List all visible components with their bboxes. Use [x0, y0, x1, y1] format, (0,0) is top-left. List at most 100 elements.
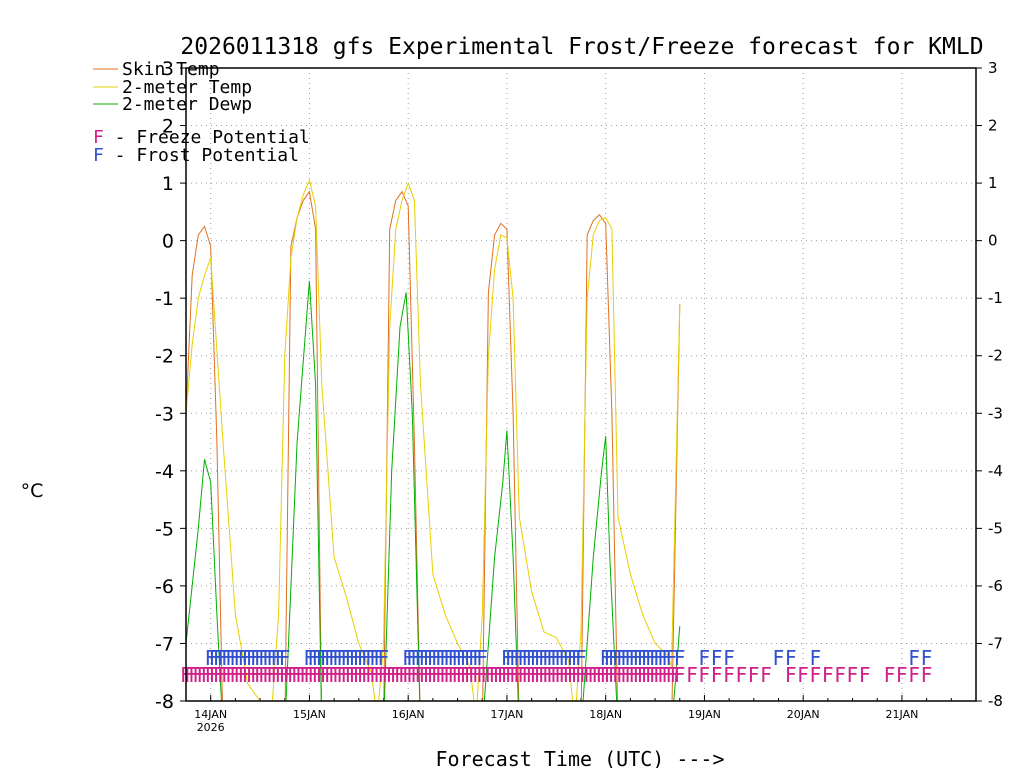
freeze-flag: F	[349, 663, 361, 687]
freeze-flag: F	[674, 663, 686, 687]
freeze-flag: F	[427, 663, 439, 687]
frost-flag: F	[246, 646, 258, 670]
frost-flag: F	[411, 646, 423, 670]
freeze-flag: F	[423, 663, 435, 687]
legend-frost-letter: F	[93, 145, 104, 166]
frost-flag: F	[658, 646, 670, 670]
frost-flag: F	[308, 646, 320, 670]
freeze-flag: F	[571, 663, 583, 687]
freeze-flag: F	[884, 663, 896, 687]
freeze-flag: F	[621, 663, 633, 687]
frost-flag: F	[263, 646, 275, 670]
freeze-flag: F	[184, 663, 196, 687]
frost-flag: F	[353, 646, 365, 670]
freeze-flag: F	[530, 663, 542, 687]
frost-flag: F	[653, 646, 665, 670]
frost-flag: F	[662, 646, 674, 670]
freeze-flag: F	[357, 663, 369, 687]
frost-flag: F	[370, 646, 382, 670]
frost-flag: F	[271, 646, 283, 670]
frost-flag: F	[427, 646, 439, 670]
freeze-flag: F	[308, 663, 320, 687]
x-tick-label: 15JAN	[293, 708, 326, 721]
y-tick-label-right: 2	[988, 117, 998, 135]
y-axis-right: -8 -7 -6 -5 -4 -3 -2 -1 0 1 2 3	[976, 59, 1003, 710]
frost-flag: F	[415, 646, 427, 670]
frost-flag: F	[258, 646, 270, 670]
freeze-flag: F	[205, 663, 217, 687]
legend-freeze-text: - Freeze Potential	[104, 127, 310, 148]
frost-flag: F	[238, 646, 250, 670]
grid-lines	[186, 67, 976, 702]
frost-flag: F	[254, 646, 266, 670]
y-tick-label-right: 3	[988, 59, 998, 77]
freeze-flag: F	[353, 663, 365, 687]
y-tick-label-left: -8	[155, 691, 174, 713]
legend-frost: F - Frost Potential	[93, 145, 299, 166]
freeze-flag: F	[921, 663, 933, 687]
frost-flag: F	[431, 646, 443, 670]
freeze-flag: F	[390, 663, 402, 687]
freeze-flag: F	[258, 663, 270, 687]
freeze-flag: F	[279, 663, 291, 687]
freeze-flag: F	[723, 663, 735, 687]
frost-flag: F	[530, 646, 542, 670]
x-tick-year: 2026	[197, 721, 225, 734]
freeze-flag: F	[444, 663, 456, 687]
freeze-flag: F	[365, 663, 377, 687]
freeze-flag: F	[337, 663, 349, 687]
y-tick-label-left: -5	[155, 518, 174, 540]
plot-frame	[185, 67, 977, 702]
freeze-flag: F	[332, 663, 344, 687]
x-tick-label: 14JAN	[194, 708, 227, 721]
freeze-flag: F	[526, 663, 538, 687]
freeze-flag: F	[411, 663, 423, 687]
freeze-flag: F	[859, 663, 871, 687]
frost-flag: F	[341, 646, 353, 670]
freeze-flag: F	[822, 663, 834, 687]
freeze-flag: F	[658, 663, 670, 687]
x-tick-label: 21JAN	[886, 708, 919, 721]
frost-flag: F	[621, 646, 633, 670]
freeze-flag: F	[263, 663, 275, 687]
freeze-flag: F	[489, 663, 501, 687]
frost-flag: F	[637, 646, 649, 670]
frost-flag: F	[542, 646, 554, 670]
x-axis-label: Forecast Time (UTC) --->	[436, 747, 725, 768]
frost-flag: F	[674, 646, 686, 670]
freeze-flag: F	[230, 663, 242, 687]
freeze-flag: F	[641, 663, 653, 687]
freeze-flag: F	[797, 663, 809, 687]
frost-flag: F	[909, 646, 921, 670]
frost-flag: F	[448, 646, 460, 670]
freeze-flag: F	[374, 663, 386, 687]
frost-flag: F	[604, 646, 616, 670]
freeze-flag: F	[386, 663, 398, 687]
freeze-flag: F	[810, 663, 822, 687]
frost-flag: F	[711, 646, 723, 670]
freeze-flag: F	[834, 663, 846, 687]
freeze-flag: F	[209, 663, 221, 687]
legend-t2m: 2-meter Temp	[122, 77, 252, 98]
freeze-flag: F	[666, 663, 678, 687]
freeze-flag: F	[431, 663, 443, 687]
frost-flag: F	[205, 646, 217, 670]
frost-flag: F	[501, 646, 513, 670]
freeze-flag: F	[555, 663, 567, 687]
y-tick-label-right: -5	[988, 519, 1003, 537]
frost-flag: F	[419, 646, 431, 670]
frost-flag: F	[267, 646, 279, 670]
freeze-flag: F	[370, 663, 382, 687]
legend-freeze: F - Freeze Potential	[93, 127, 310, 148]
frost-flag: F	[699, 646, 711, 670]
frost-flag: F	[785, 646, 797, 670]
freeze-flag: F	[896, 663, 908, 687]
x-tick-label: 18JAN	[589, 708, 622, 721]
frost-flag: F	[629, 646, 641, 670]
freeze-flag: F	[509, 663, 521, 687]
y-tick-label-left: -2	[155, 346, 174, 368]
frost-flag: F	[649, 646, 661, 670]
freeze-flag: F	[649, 663, 661, 687]
freeze-flag: F	[328, 663, 340, 687]
